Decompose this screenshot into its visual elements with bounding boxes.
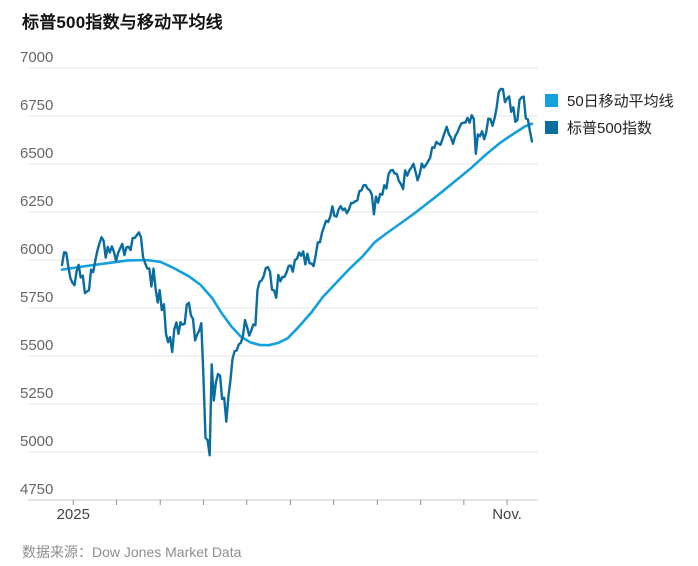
chart-title: 标普500指数与移动平均线 <box>22 13 223 32</box>
x-axis-label: 2025 <box>57 506 90 523</box>
y-axis-label: 6750 <box>20 97 53 114</box>
y-axis-label: 6000 <box>20 241 53 258</box>
y-axis-label: 4750 <box>20 481 53 498</box>
y-axis-label: 5750 <box>20 289 53 306</box>
sp500-line <box>60 87 534 457</box>
x-axis-label: Nov. <box>492 506 522 523</box>
y-axis-label: 6250 <box>20 193 53 210</box>
data-source-name: Dow Jones Market Data <box>92 544 242 560</box>
ma50-line <box>60 122 534 347</box>
y-axis-label: 5250 <box>20 385 53 402</box>
sp500-swatch-icon <box>545 121 558 134</box>
ma50-swatch-icon <box>545 94 558 107</box>
y-axis-label: 7000 <box>20 49 53 66</box>
data-source: 数据来源：Dow Jones Market Data <box>22 542 241 562</box>
legend-item-sp500: 标普500指数 <box>545 117 674 138</box>
y-axis-label: 5500 <box>20 337 53 354</box>
legend-label-sp500: 标普500指数 <box>567 120 653 137</box>
y-axis-label: 6500 <box>20 145 53 162</box>
legend-item-ma50: 50日移动平均线 <box>545 90 674 111</box>
legend-label-ma50: 50日移动平均线 <box>567 93 674 110</box>
chart-legend: 50日移动平均线 标普500指数 <box>545 90 674 138</box>
y-axis-label: 5000 <box>20 433 53 450</box>
data-source-prefix: 数据来源： <box>22 544 92 560</box>
line-chart-plot: 7000 6750 6500 6250 6000 5750 5500 5250 5000 4750… <box>20 49 538 523</box>
